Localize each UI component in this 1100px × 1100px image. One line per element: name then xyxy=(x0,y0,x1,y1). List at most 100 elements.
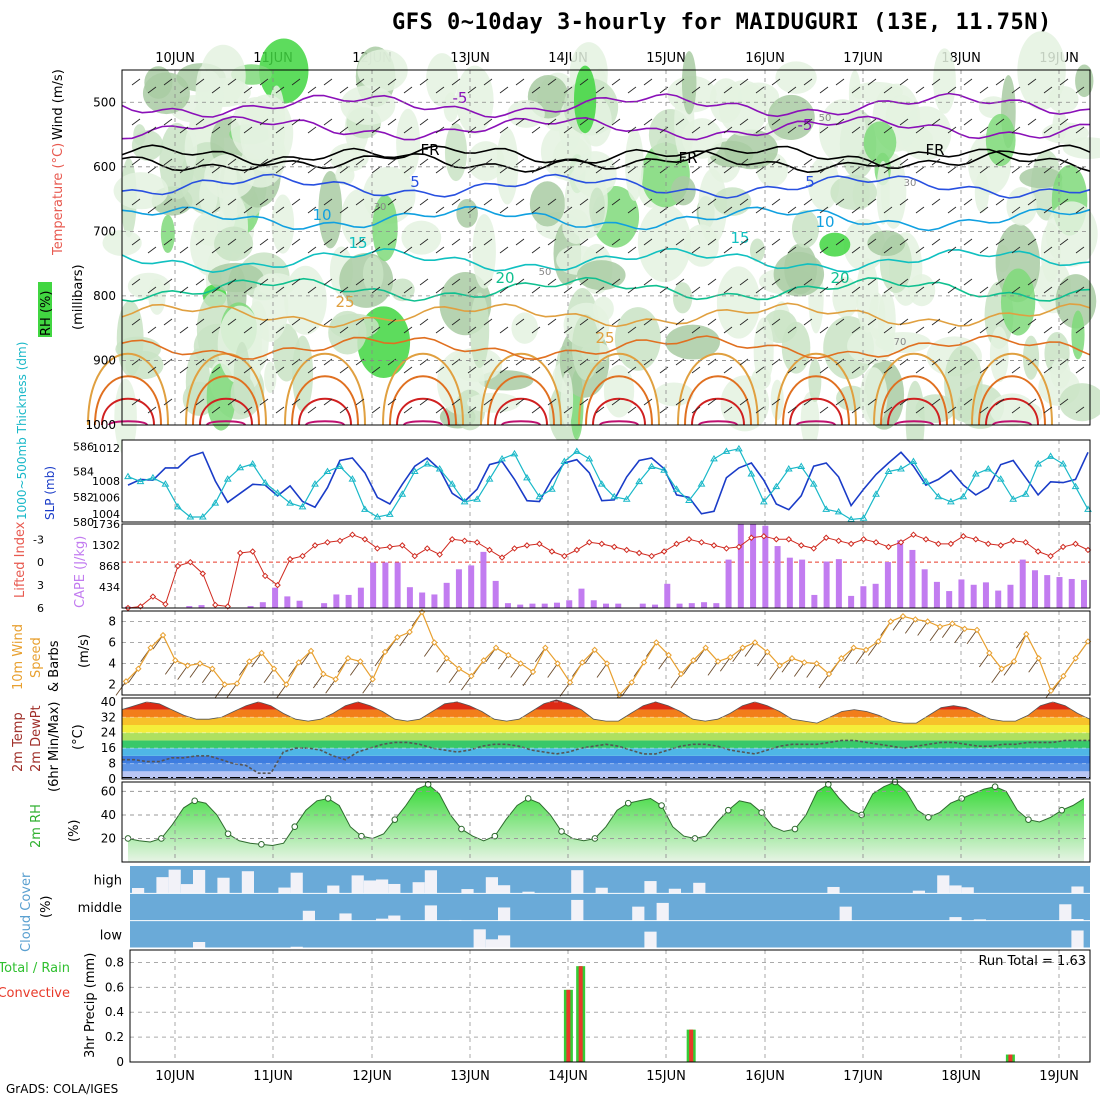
li-point xyxy=(1059,543,1067,551)
temp-band xyxy=(122,748,1090,756)
li-point xyxy=(773,536,780,543)
wind-barb xyxy=(243,166,253,174)
wind-barb xyxy=(243,246,253,254)
wind-barb xyxy=(643,398,653,406)
wind-barb xyxy=(403,206,413,214)
li-point xyxy=(1047,552,1054,560)
precip-legend-total: Total / Rain xyxy=(0,961,70,976)
cape-axis-label: CAPE (J/kg) xyxy=(73,536,88,608)
thickness-point xyxy=(635,477,644,485)
wind-barb xyxy=(771,118,781,126)
cloud-cell xyxy=(327,885,340,894)
cape-tick-label: 1736 xyxy=(92,518,120,531)
wind-barb xyxy=(755,206,765,214)
thickness-axis-label: 1000~500mb Thickness (dm) xyxy=(15,342,29,520)
wind-barb xyxy=(436,657,448,673)
wind-barb xyxy=(387,198,397,206)
wind-barb xyxy=(483,318,493,326)
wind-barb xyxy=(899,118,909,126)
cloud-cell xyxy=(376,879,389,894)
thickness-point xyxy=(211,499,220,506)
cape-bar xyxy=(909,549,916,608)
rh-shading-blob xyxy=(836,385,868,411)
li-point xyxy=(523,542,531,549)
cape-bar xyxy=(272,587,279,608)
temperature-contour-warm xyxy=(677,352,759,426)
panel-bg xyxy=(122,611,1090,695)
cloud-cell xyxy=(937,875,950,894)
y-tick-label: 700 xyxy=(93,224,116,238)
wind-barb xyxy=(227,358,237,366)
temperature-contour-warm xyxy=(396,397,450,426)
wind-barb xyxy=(499,286,509,294)
thickness-tick-label: 582 xyxy=(73,491,94,504)
wind-barb xyxy=(643,278,653,286)
thickness-point xyxy=(971,470,980,477)
cape-bar xyxy=(529,603,536,608)
slp-tick-label: 1012 xyxy=(92,442,120,455)
slp-tick-label: 1004 xyxy=(92,508,120,521)
wind-barb xyxy=(323,78,333,86)
cape-bar xyxy=(750,523,757,608)
rh-shading-blob xyxy=(863,121,897,164)
wind-barb xyxy=(803,318,813,326)
wind-barb xyxy=(403,86,413,94)
wind-barb xyxy=(435,406,445,414)
precip-tick-label: 0.6 xyxy=(105,980,124,994)
rh-shading-blob xyxy=(1050,358,1071,389)
wind-barb xyxy=(419,398,429,406)
wind-speed-point xyxy=(751,639,759,646)
wind-speed-point xyxy=(184,662,191,669)
wind-barb xyxy=(467,406,477,414)
cape-tick-label: 434 xyxy=(99,581,120,594)
temp-band xyxy=(122,725,1090,733)
rh-shading-blob xyxy=(592,296,614,322)
y-axis-label-millibars: (millibars) xyxy=(71,264,86,330)
cloud-level-label: middle xyxy=(78,901,122,916)
thickness-point xyxy=(1071,482,1080,490)
wind-speed-point xyxy=(961,625,968,633)
wind-barb xyxy=(1059,278,1069,286)
wind-barb xyxy=(259,118,269,126)
wind-barb xyxy=(963,278,973,286)
temperature-contour-warm xyxy=(94,375,162,426)
wind-barb xyxy=(947,126,957,134)
wind-barb xyxy=(979,86,989,94)
wind-barb xyxy=(531,166,541,174)
cloud-cell xyxy=(217,877,230,894)
cape-bar xyxy=(786,557,793,608)
wind-barb xyxy=(659,246,669,254)
wind-barb xyxy=(771,358,781,366)
wind-barb xyxy=(499,366,509,374)
wind-barb xyxy=(499,406,509,414)
cape-bar xyxy=(321,603,328,608)
wind-speed-point xyxy=(246,658,253,665)
wind-barb xyxy=(467,206,477,214)
cloud-cell xyxy=(839,906,852,921)
thickness-point xyxy=(523,473,531,481)
temp-band xyxy=(122,763,1090,772)
wind-barb xyxy=(419,358,429,366)
cape-bar xyxy=(455,569,462,608)
cape-bar xyxy=(541,603,548,608)
wind-barb xyxy=(979,286,989,294)
temperature-contour-warm xyxy=(873,352,955,426)
wind-barb xyxy=(419,118,429,126)
wind-speed-point xyxy=(862,646,870,654)
wind-speed-point xyxy=(665,651,672,659)
thickness-point xyxy=(336,462,344,469)
temperature-contour-warm xyxy=(599,420,639,426)
wind-barb xyxy=(163,198,173,206)
wind-barb xyxy=(883,86,893,94)
li-point xyxy=(935,540,942,548)
wind-barb xyxy=(339,86,349,94)
wind-barb xyxy=(787,406,797,414)
wind-barb xyxy=(883,166,893,174)
wind-barb xyxy=(323,398,333,406)
wind-barb xyxy=(1075,206,1085,214)
cloud-cell xyxy=(949,885,962,894)
wind-barb xyxy=(147,126,157,134)
cape-bar xyxy=(615,603,622,608)
dewpoint-line xyxy=(122,739,1090,774)
